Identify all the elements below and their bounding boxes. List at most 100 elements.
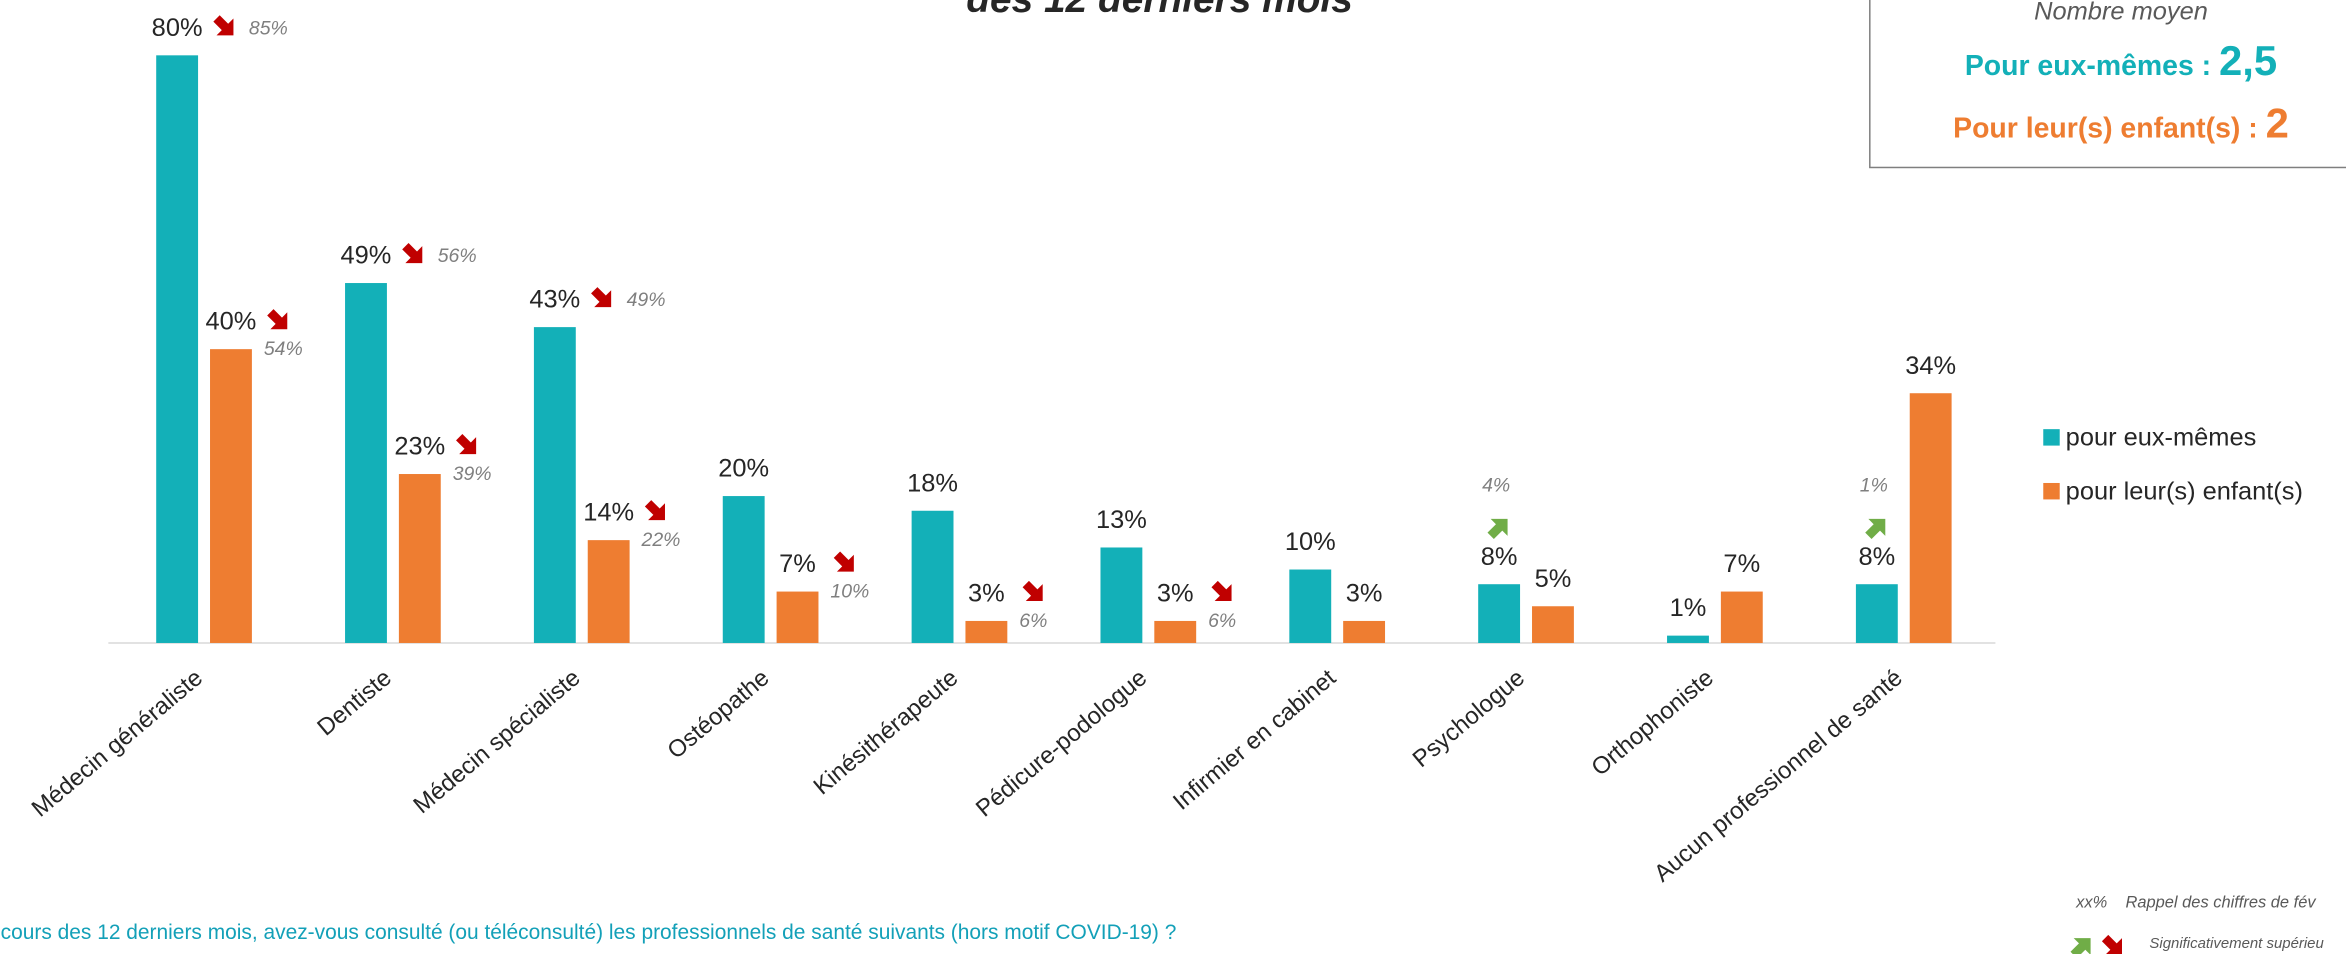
value-label: 49% [341,242,392,270]
bar [776,591,819,643]
arrow-shape [1865,518,1886,540]
previous-value: 6% [1019,610,1047,632]
trend-arrow [644,500,665,521]
arrow-shape [1211,580,1232,601]
trend-arrow [591,287,612,308]
bar [965,620,1008,643]
trend-arrow [402,242,423,264]
x-tick-label: Psychologue [1408,664,1530,773]
trend-arrow [1211,580,1232,601]
previous-value: 49% [627,289,666,311]
value-label: 18% [907,469,958,497]
bar [587,540,630,643]
value-label: 3% [968,580,1005,608]
previous-value: 56% [438,245,477,267]
bar [1289,569,1332,643]
previous-value: 54% [264,338,303,360]
value-label: 80% [152,14,203,42]
legend-swatch [2043,429,2060,446]
x-tick-label: Infirmier en cabinet [1168,664,1341,816]
bar [156,55,199,643]
legend-label: pour eux-mêmes [2066,424,2257,452]
value-label: 40% [206,308,257,336]
key-marker: xx% [2075,894,2107,912]
previous-value: 39% [453,463,492,485]
box-heading: Nombre moyen [2034,0,2208,25]
trend-arrow [456,433,477,455]
arrow-shape [1022,580,1043,601]
trend-arrow [833,551,854,572]
key-text: Significativement supérieu [2149,935,2324,952]
arrow-shape [644,500,665,521]
value-label: 3% [1346,580,1383,608]
value-label: 7% [779,550,816,578]
arrow-shape [267,309,288,330]
x-tick-label: Pédicure-podologue [971,664,1152,822]
arrow-shape [591,287,612,308]
value-label: 10% [1285,528,1336,556]
value-label: 3% [1157,580,1194,608]
box-value: 2 [2266,100,2289,147]
trend-arrow [213,15,234,36]
value-label: 20% [718,455,769,483]
value-label: 7% [1723,550,1760,578]
bar [210,349,252,643]
bar [1720,591,1763,643]
box-label: Pour eux-mêmes : [1965,50,2219,82]
bar [345,283,387,643]
trend-arrow [1487,518,1508,540]
trend-arrow [1022,580,1043,601]
x-tick-label: Ostéopathe [662,664,774,764]
x-tick-label: Kinésithérapeute [809,664,964,800]
bar [1154,620,1197,643]
box-value: 2,5 [2219,37,2277,84]
trend-arrow [267,309,288,330]
bar [1532,606,1574,643]
bar [722,496,765,643]
value-label: 43% [529,286,580,314]
previous-value: 85% [249,17,288,39]
key-up-arrow [2070,938,2091,954]
value-label: 23% [394,433,445,461]
bar [1667,635,1709,643]
previous-value: 6% [1208,610,1236,632]
arrow-shape [833,551,854,572]
value-label: 13% [1096,506,1147,534]
key-down-arrow [2101,934,2123,954]
x-tick-label: Médecin généraliste [27,664,208,822]
value-label: 34% [1905,352,1956,380]
previous-value: 1% [1860,475,1888,497]
bar [911,510,954,643]
bar [1343,620,1386,643]
bar [1855,584,1898,643]
trend-arrow [1865,518,1886,540]
bar [1100,547,1143,643]
arrow-shape [456,433,477,455]
footnote: cours des 12 derniers mois, avez-vous co… [1,921,1177,944]
arrow-shape [402,242,423,264]
x-tick-label: Dentiste [312,664,397,741]
legend-swatch [2043,482,2060,500]
arrow-shape [213,15,234,36]
x-tick-label: Orthophoniste [1586,664,1718,781]
bar [398,474,441,643]
value-label: 14% [583,499,634,527]
value-label: 8% [1481,543,1518,571]
bar [533,327,576,643]
previous-value: 22% [641,529,681,551]
bar [1909,393,1952,643]
x-tick-label: Médecin spécialiste [408,664,585,819]
bar [1478,584,1521,643]
value-label: 8% [1858,543,1895,571]
key-text: Rappel des chiffres de fév [2126,894,2317,912]
value-label: 5% [1535,565,1572,593]
summary-box [1869,0,2346,169]
chart-title: des 12 derniers mois [966,0,1353,21]
box-line: Pour eux-mêmes : 2,5 [1965,37,2277,84]
arrow-shape [1487,518,1508,540]
legend-label: pour leur(s) enfant(s) [2066,477,2303,505]
value-label: 1% [1670,594,1707,622]
previous-value: 10% [830,581,869,603]
